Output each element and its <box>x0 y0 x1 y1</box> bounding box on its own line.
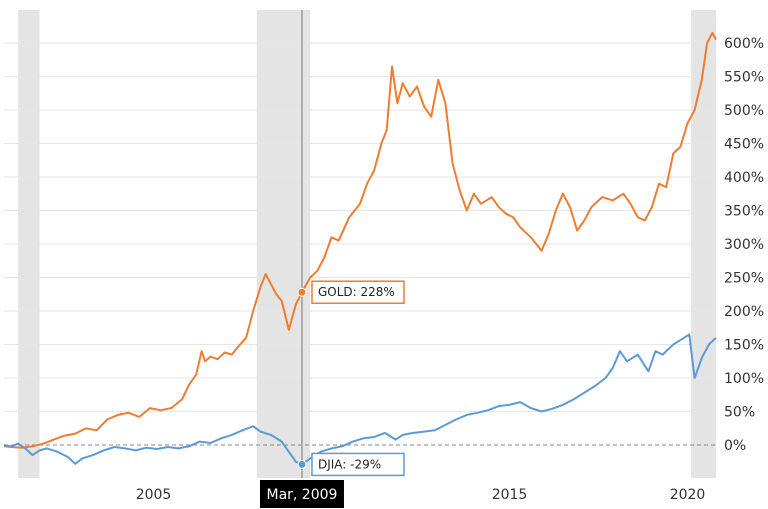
point-marker <box>297 287 307 297</box>
tooltip-box <box>311 280 405 304</box>
y-tick-label: 0% <box>724 438 746 454</box>
x-tick-label: 2015 <box>492 487 528 503</box>
crosshair-label-box <box>259 480 344 508</box>
x-tick-label: 2005 <box>136 487 172 503</box>
series-line-gold <box>3 31 717 449</box>
crosshair-label-text: Mar, 2009 <box>266 487 337 503</box>
tooltip-gold-text: GOLD: 228% <box>318 285 395 299</box>
y-tick-label: 450% <box>724 137 764 153</box>
y-tick-label: 150% <box>724 338 764 354</box>
series-line-djia <box>3 333 717 466</box>
y-tick-label: 600% <box>724 36 764 52</box>
y-tick-label: 400% <box>724 170 764 186</box>
x-tick-label: 2020 <box>670 487 706 503</box>
crosshair-label: Mar, 2009 <box>259 480 344 508</box>
tooltip-box <box>311 452 405 477</box>
tooltips: GOLD: 228% DJIA: -29% <box>297 280 405 477</box>
y-tick-label: 50% <box>724 405 755 421</box>
y-tick-label: 100% <box>724 371 764 387</box>
y-tick-label: 550% <box>724 70 764 86</box>
gridlines <box>4 42 716 446</box>
y-tick-label: 300% <box>724 237 764 253</box>
tooltip-djia-text: DJIA: -29% <box>318 457 381 471</box>
y-tick-label: 200% <box>724 304 764 320</box>
series-lines <box>3 31 717 466</box>
y-axis-ticks: 0% 50% 100% 150% 200% 250% 300% 350% 400% 450% 500… <box>724 36 764 454</box>
y-tick-label: 350% <box>724 204 764 220</box>
x-axis-ticks: 2005 2015 2020 <box>136 487 706 503</box>
point-marker <box>297 459 307 469</box>
y-tick-label: 500% <box>724 103 764 119</box>
y-tick-label: 250% <box>724 271 764 287</box>
